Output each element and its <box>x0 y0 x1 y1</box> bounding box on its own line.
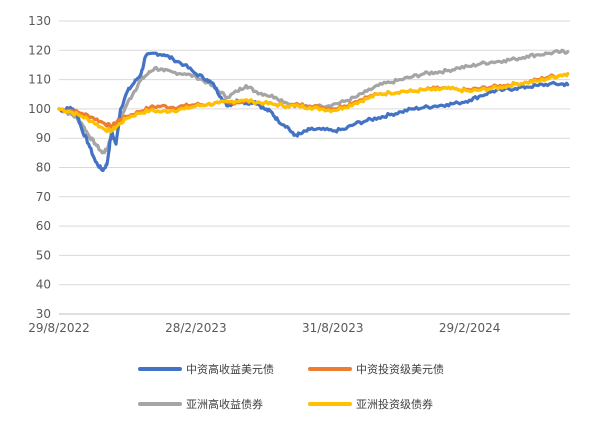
gridlines <box>59 20 570 315</box>
x-tick-label: 28/2/2023 <box>165 321 227 335</box>
x-axis-ticks: 29/8/2022 28/2/2023 31/8/2023 29/2/2024 <box>28 321 500 335</box>
x-tick-label: 29/8/2022 <box>28 321 90 335</box>
y-tick-label: 120 <box>28 43 51 57</box>
y-tick-label: 40 <box>36 278 51 292</box>
y-tick-label: 110 <box>28 73 51 87</box>
y-tick-label: 80 <box>36 161 51 175</box>
y-tick-label: 50 <box>36 248 51 262</box>
x-tick-label: 31/8/2023 <box>302 321 364 335</box>
series-line-3 <box>57 48 570 155</box>
y-axis-ticks: 30 40 50 60 70 80 90 100 110 120 130 <box>28 14 51 321</box>
y-tick-label: 130 <box>28 14 51 28</box>
y-tick-label: 60 <box>36 219 51 233</box>
legend-label: 中资投资级美元债 <box>356 362 444 376</box>
series-line-1 <box>57 51 570 172</box>
legend-label: 中资高收益美元债 <box>186 362 274 376</box>
series-line-4 <box>57 72 570 134</box>
legend-label: 亚洲高收益债券 <box>186 397 263 411</box>
y-tick-label: 90 <box>36 131 51 145</box>
series-lines <box>57 48 570 172</box>
y-tick-label: 30 <box>36 307 51 321</box>
y-tick-label: 100 <box>28 102 51 116</box>
x-tick-label: 29/2/2024 <box>439 321 501 335</box>
y-tick-label: 70 <box>36 190 51 204</box>
legend-label: 亚洲投资级债券 <box>356 397 433 411</box>
